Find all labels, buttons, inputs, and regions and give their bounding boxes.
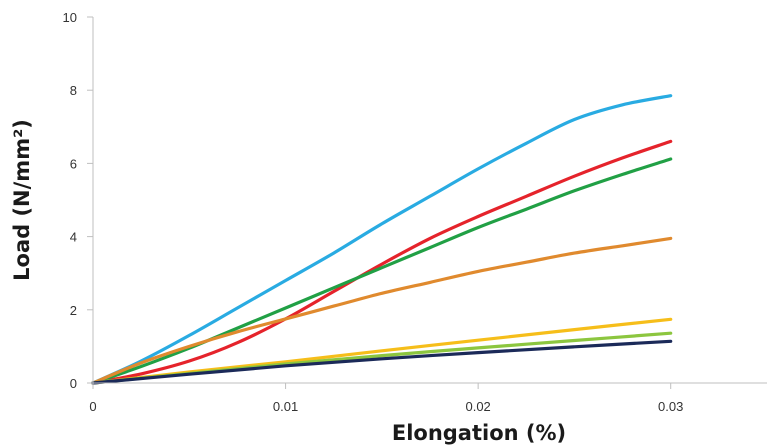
y-tick-label: 0 <box>70 376 77 391</box>
x-tick-label: 0.02 <box>465 399 490 414</box>
series-line-1 <box>91 94 673 385</box>
x-tick-label: 0 <box>89 399 96 414</box>
y-tick-label: 8 <box>70 83 77 98</box>
y-tick-group: 0 2 4 6 8 10 <box>63 10 93 391</box>
x-tick-label: 0.01 <box>273 399 298 414</box>
y-tick-label: 10 <box>63 10 77 25</box>
y-tick-label: 6 <box>70 156 77 171</box>
series-line-3 <box>91 157 673 385</box>
series-line-2 <box>91 139 673 385</box>
y-tick-label: 4 <box>70 230 77 245</box>
series-line-7 <box>91 339 673 385</box>
series-line-4 <box>91 236 673 385</box>
x-axis-title: Elongation (%) <box>392 421 566 445</box>
x-tick-group: 0 0.01 0.02 0.03 <box>89 383 683 414</box>
series-layer <box>91 94 673 385</box>
x-tick-label: 0.03 <box>658 399 683 414</box>
y-axis-title: Load (N/mm²) <box>10 119 34 281</box>
y-tick-label: 2 <box>70 303 77 318</box>
